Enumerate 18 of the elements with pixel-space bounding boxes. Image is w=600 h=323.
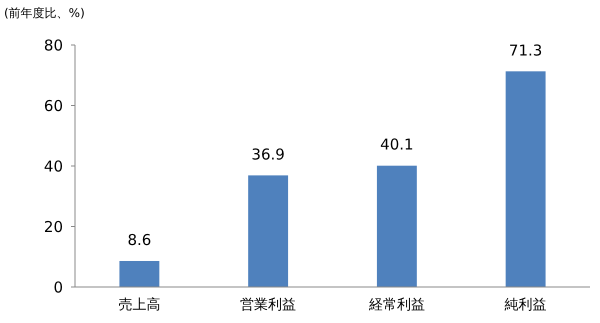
bar [506, 71, 546, 287]
x-tick-label: 営業利益 [240, 297, 296, 313]
y-tick-label: 80 [44, 36, 63, 54]
data-label: 36.9 [251, 145, 285, 164]
data-label: 71.3 [508, 41, 542, 60]
y-tick-label: 40 [44, 157, 63, 176]
x-tick-label: 売上高 [118, 297, 160, 313]
y-tick-label: 60 [44, 96, 63, 115]
y-tick-label: 20 [44, 218, 63, 236]
bar [248, 175, 288, 287]
bar [119, 260, 160, 287]
data-label: 40.1 [380, 136, 414, 154]
data-label: 8.6 [127, 230, 152, 249]
y-tick-label: 0 [53, 278, 63, 296]
x-tick-label: 純利益 [504, 297, 547, 313]
y-axis-title: (前年度比、%) [4, 6, 85, 20]
bar [376, 166, 417, 287]
x-tick-label: 経常利益 [368, 297, 425, 313]
